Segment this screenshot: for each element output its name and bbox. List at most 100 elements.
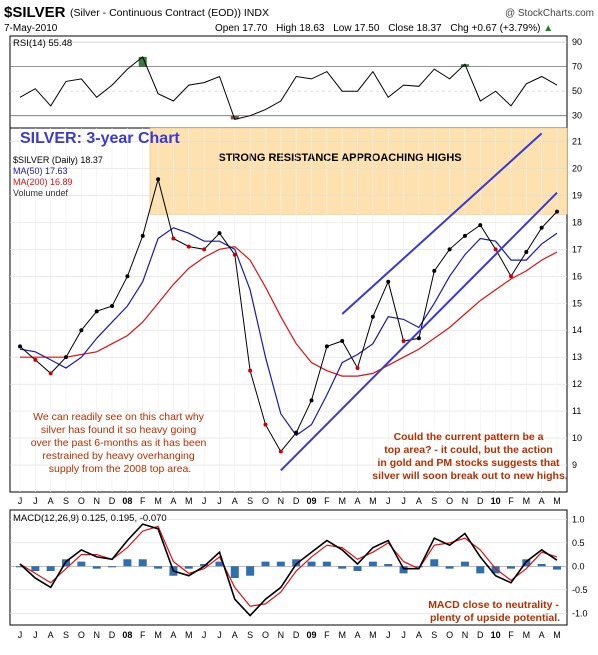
price-point [248,368,253,373]
macd-histogram-bar [292,559,301,567]
price-x-tick-label: A [48,496,54,506]
price-point [401,339,406,344]
macd-x-tick-label: D [109,630,116,640]
rsi-tick-label: 30 [572,111,582,121]
ma200-line [20,245,558,377]
macd-x-tick-label: A [232,630,238,640]
price-x-tick-label: J [18,496,23,506]
macd-histogram-bar [368,561,377,567]
macd-tick-label: 1.0 [572,514,585,524]
macd-x-tick-label: F [140,630,146,640]
price-point [493,247,498,252]
trendline [280,192,558,472]
price-x-tick-label: J [33,496,38,506]
price-point [18,344,22,349]
macd-line [19,523,558,617]
price-point [140,233,145,238]
macd-x-tick-label: M [523,630,531,640]
price-x-tick-label: N [462,496,469,506]
price-x-tick-label: M [185,496,193,506]
resistance-zone [149,127,568,215]
quote-line: Open 17.70 High 18.63 Low 17.50 Close 18… [215,23,553,34]
annotation-macd: MACD close to neutrality - plenty of ups… [428,599,562,624]
macd-x-tick-label: A [355,630,361,640]
macd-histogram-bar [138,559,147,567]
price-x-tick-label: D [109,496,116,506]
macd-histogram-bar [553,566,561,570]
price-x-tick-label: N [278,496,285,506]
macd-x-tick-label: D [477,630,484,640]
legend-ma200: MA(200) 16.89 [13,177,73,187]
price-x-tick-label: M [553,496,561,506]
price-point [416,336,421,341]
price-panel: STRONG RESISTANCE APPROACHING HIGHS 9 10 1… [9,127,582,506]
price-point [324,344,329,349]
price-x-tick-label: J [217,496,222,506]
price-point [508,274,513,279]
macd-x-tick-label: O [78,630,85,640]
legend-ma50: MA(50) 17.63 [13,166,68,176]
price-point [462,233,467,238]
macd-x-tick-label: M [154,630,162,640]
price-point [278,449,283,454]
macd-x-tick-label: S [431,630,437,640]
price-tick-label: 12 [572,379,582,389]
price-tick-label: 18 [572,217,582,227]
price-tick-label: 19 [572,190,582,200]
price-x-tick-label: A [539,496,545,506]
macd-histogram-bar [445,566,454,569]
price-point [263,422,268,427]
price-point [94,309,99,314]
macd-histogram-bar [506,566,515,569]
price-x-tick-label: A [355,496,361,506]
rsi-tick-label: 90 [572,37,582,47]
macd-x-tick-label: 08 [122,630,132,640]
macd-x-tick-label: J [33,630,38,640]
macd-x-tick-label: A [539,630,545,640]
macd-x-tick-label: S [63,630,69,640]
macd-x-tick-label: J [401,630,406,640]
price-x-tick-label: O [262,496,269,506]
price-tick-label: 10 [572,433,582,443]
legend-volume: Volume undef [13,188,69,198]
macd-x-tick-label: J [202,630,207,640]
macd-tick-label: 0.5 [572,538,585,548]
price-x-tick-label: 10 [491,496,501,506]
price-x-tick-label: M [523,496,531,506]
rsi-line [19,56,558,120]
annotation-left: We can readily see on this chart why sil… [31,411,210,475]
macd-tick-label: -1.0 [572,608,588,618]
macd-histogram-bar [384,563,393,567]
price-x-tick-label: M [338,496,346,506]
macd-histogram-bar [123,559,132,567]
price-line [19,177,558,453]
macd-x-tick-label: F [324,630,330,640]
price-tick-label: 20 [572,163,582,173]
price-x-tick-label: J [202,496,207,506]
price-x-tick-label: S [63,496,69,506]
macd-x-tick-label: N [278,630,285,640]
resistance-label: STRONG RESISTANCE APPROACHING HIGHS [218,152,461,164]
macd-x-tick-label: M [369,630,377,640]
price-x-tick-label: M [369,496,377,506]
macd-x-tick-label: O [262,630,269,640]
macd-x-tick-label: N [93,630,100,640]
rsi-legend: RSI(14) 55.48 [13,38,72,49]
macd-x-tick-label: A [416,630,422,640]
macd-histogram-bar [92,566,101,569]
macd-histogram-bar [276,561,285,567]
price-x-tick-label: F [324,496,330,506]
price-point [125,274,130,279]
price-tick-label: 14 [572,325,582,335]
macd-histogram-bar [322,561,331,567]
price-x-tick-label: M [154,496,162,506]
price-point [202,247,207,252]
macd-histogram-bar [353,566,362,572]
price-x-tick-label: S [431,496,437,506]
price-point [340,339,345,344]
macd-histogram-bar [307,561,316,567]
macd-histogram-bar [261,561,270,567]
ma50-line [19,227,558,437]
rsi-tick-label: 50 [572,86,582,96]
